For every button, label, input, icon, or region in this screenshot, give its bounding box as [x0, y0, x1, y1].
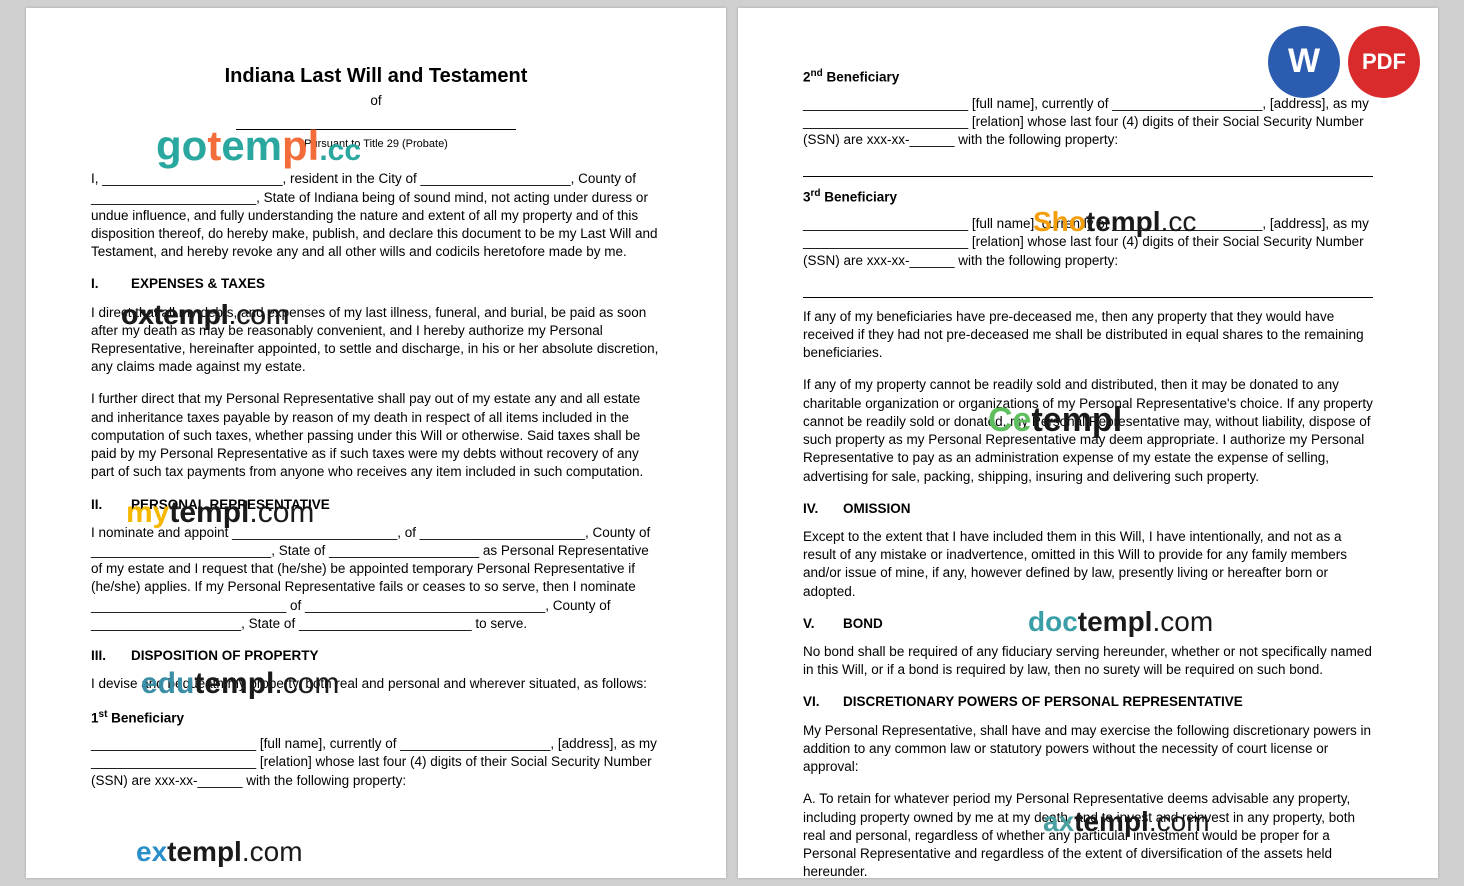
pre-deceased-p: If any of my beneficiaries have pre-dece… — [803, 308, 1373, 363]
section-2-p: I nominate and appoint _________________… — [91, 524, 661, 633]
beneficiary-3-head: 3rd Beneficiary — [803, 187, 1373, 207]
beneficiary-1-head: 1st Beneficiary — [91, 708, 661, 728]
document-page-2: W PDF 2nd Beneficiary __________________… — [738, 8, 1438, 878]
section-1-p1: I direct that all my debts, and expenses… — [91, 304, 661, 377]
section-2-head: II.PERSONAL REPRESENTATIVE — [91, 496, 661, 514]
donation-p: If any of my property cannot be readily … — [803, 376, 1373, 485]
intro-paragraph: I, ________________________, resident in… — [91, 170, 661, 261]
section-3-head: III.DISPOSITION OF PROPERTY — [91, 647, 661, 665]
property-line-3 — [803, 284, 1373, 298]
section-6-p: My Personal Representative, shall have a… — [803, 722, 1373, 777]
section-1-p2: I further direct that my Personal Repres… — [91, 390, 661, 481]
section-1-head: I.EXPENSES & TAXES — [91, 275, 661, 293]
testator-name-blank — [91, 116, 661, 135]
subtitle: Pursuant to Title 29 (Probate) — [91, 137, 661, 152]
section-5-head: V.BOND — [803, 615, 1373, 633]
word-icon: W — [1268, 26, 1340, 98]
section-6-a: A. To retain for whatever period my Pers… — [803, 790, 1373, 881]
doc-title: Indiana Last Will and Testament — [91, 63, 661, 90]
pdf-icon: PDF — [1348, 26, 1420, 98]
beneficiary-3-body: ______________________ [full name], curr… — [803, 215, 1373, 270]
section-4-p: Except to the extent that I have include… — [803, 528, 1373, 601]
of-label: of — [91, 92, 661, 110]
property-line-2 — [803, 163, 1373, 177]
watermark-extempl: extempl.com — [136, 833, 303, 871]
format-icons: W PDF — [1268, 26, 1420, 98]
section-5-p: No bond shall be required of any fiducia… — [803, 643, 1373, 679]
section-4-head: IV.OMISSION — [803, 500, 1373, 518]
beneficiary-2-body: ______________________ [full name], curr… — [803, 95, 1373, 150]
section-6-head: VI.DISCRETIONARY POWERS OF PERSONAL REPR… — [803, 693, 1373, 711]
document-page-1: Indiana Last Will and Testament of Pursu… — [26, 8, 726, 878]
beneficiary-1-body: ______________________ [full name], curr… — [91, 735, 661, 790]
section-3-p: I devise and bequeath my property, both … — [91, 675, 661, 693]
